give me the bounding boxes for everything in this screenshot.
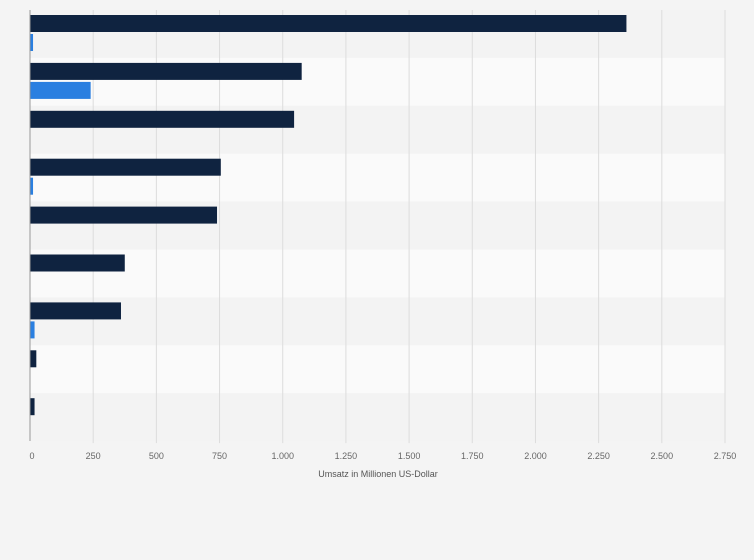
row-bands xyxy=(30,10,725,442)
x-tick-label: 250 xyxy=(86,451,101,461)
bar-series-1-row-6 xyxy=(30,254,125,272)
row-band xyxy=(30,345,725,394)
bar-series-1-row-7 xyxy=(30,302,121,320)
x-tick-label: 2.750 xyxy=(714,451,737,461)
gridlines xyxy=(92,10,726,444)
x-tick-label: 2.250 xyxy=(587,451,610,461)
series-1-bars xyxy=(30,15,627,416)
row-band xyxy=(30,249,725,298)
x-tick-labels: 0 250 500 750 1.000 1.250 1.500 1.750 2.000 2.250… xyxy=(29,451,736,461)
x-tick-label: 2.000 xyxy=(524,451,547,461)
x-tick-label: 1.000 xyxy=(271,451,294,461)
bar-series-2-row-4 xyxy=(30,177,34,195)
x-axis-title: Umsatz in Millionen US-Dollar xyxy=(318,469,438,479)
x-tick-label: 1.750 xyxy=(461,451,484,461)
bar-series-1-row-3 xyxy=(30,110,295,128)
bar-series-1-row-5 xyxy=(30,206,218,224)
x-tick-label: 0 xyxy=(29,451,34,461)
bar-series-1-row-9 xyxy=(30,398,35,416)
bar-series-2-row-1 xyxy=(30,34,34,51)
x-tick-label: 1.500 xyxy=(398,451,421,461)
x-tick-label: 1.250 xyxy=(335,451,358,461)
bar-series-2-row-2 xyxy=(30,81,91,99)
bar-series-1-row-1 xyxy=(30,15,627,32)
bar-series-2-row-7 xyxy=(30,321,35,339)
bar-series-1-row-4 xyxy=(30,158,221,176)
row-band xyxy=(30,393,725,442)
row-band xyxy=(30,297,725,346)
series-2-bars xyxy=(30,34,91,339)
x-tick-label: 750 xyxy=(212,451,227,461)
x-tick-label: 2.500 xyxy=(651,451,674,461)
bar-series-1-row-8 xyxy=(30,350,37,368)
x-tick-label: 500 xyxy=(149,451,164,461)
bar-series-1-row-2 xyxy=(30,62,302,80)
